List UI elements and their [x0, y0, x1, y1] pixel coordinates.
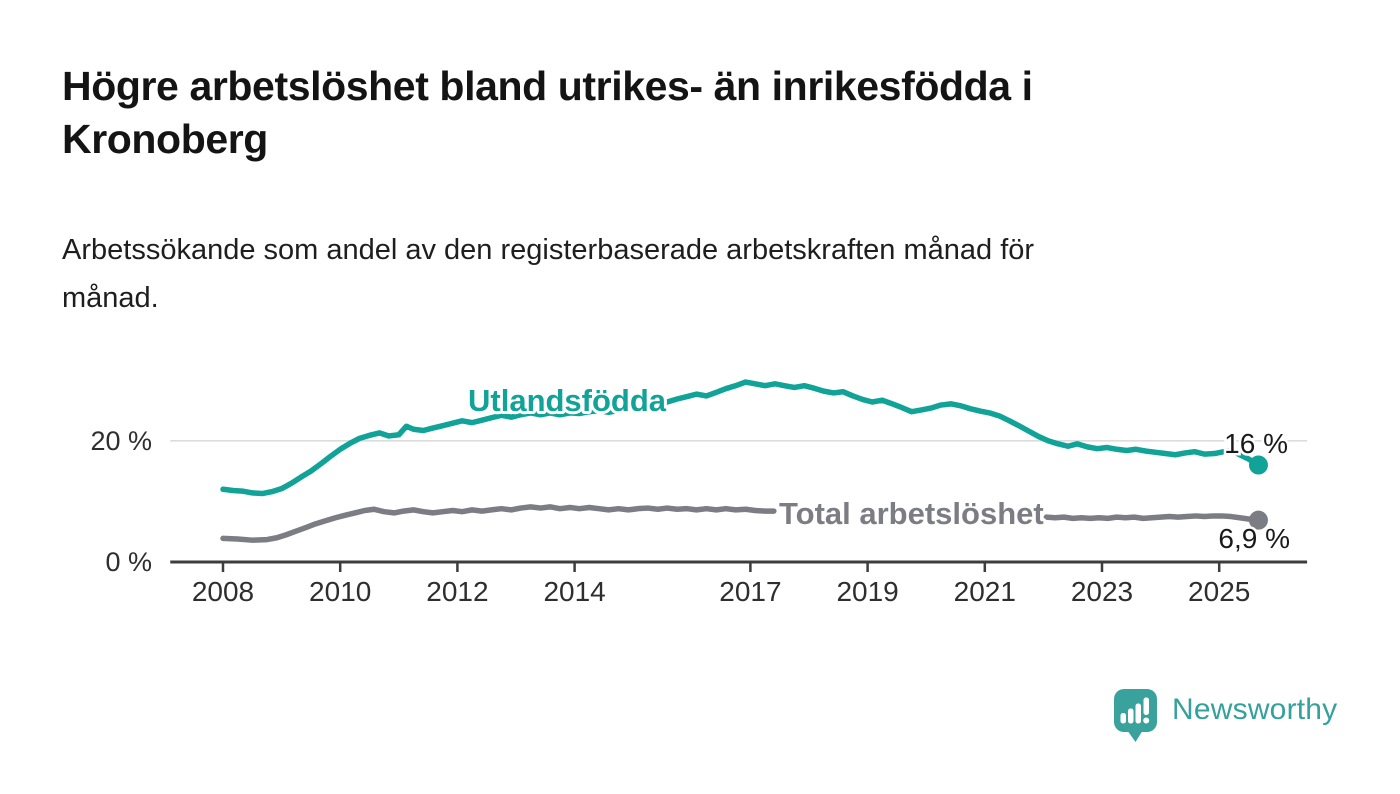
chart-title-line-1: Högre arbetslöshet bland utrikes- än inr… [62, 63, 1033, 109]
y-tick-label-20: 20 % [90, 426, 152, 456]
chart-subtitle: Arbetssökande som andel av den registerb… [62, 226, 1302, 322]
logo-exclamation-bar [1143, 697, 1149, 715]
logo-bar-3 [1135, 703, 1141, 724]
series-end-dot-0 [1248, 455, 1268, 475]
data-series [220, 379, 1268, 543]
series-label-0: Utlandsfödda [468, 383, 667, 418]
end-value-label-1: 6,9 % [1218, 523, 1290, 554]
newsworthy-logo-icon [1114, 689, 1157, 742]
series-line-1-1 [1043, 513, 1262, 523]
x-tick-label-2010: 2010 [309, 576, 371, 607]
chart-title-line-2: Kronoberg [62, 116, 268, 162]
y-tick-label-0: 0 % [105, 547, 152, 577]
logo-exclamation-dot [1143, 717, 1150, 724]
series-label-1: Total arbetslöshet [779, 496, 1044, 531]
end-value-label-0: 16 % [1224, 428, 1288, 459]
series-end-dot-1 [1248, 510, 1268, 530]
x-axis: 2008 2010 2012 2014 2017 2019 2021 2023 2025 [170, 560, 1308, 607]
brand-footer: Newsworthy [1113, 688, 1337, 744]
logo-bubble-tail [1127, 730, 1143, 742]
x-tick-label-2014: 2014 [543, 576, 605, 607]
x-tick-label-2021: 2021 [954, 576, 1016, 607]
chart-subtitle-line-2: månad. [62, 282, 159, 314]
x-tick-label-2012: 2012 [426, 576, 488, 607]
brand-name: Newsworthy [1172, 693, 1338, 726]
chart-subtitle-line-1: Arbetssökande som andel av den registerb… [62, 234, 1035, 266]
x-tick-label-2008: 2008 [192, 576, 254, 607]
logo-bar-1 [1120, 713, 1126, 724]
series-line-0-0 [220, 379, 1262, 497]
series-line-1-0 [220, 504, 777, 543]
chart-title: Högre arbetslöshet bland utrikes- än inr… [62, 60, 1262, 166]
x-tick-label-2017: 2017 [719, 576, 781, 607]
chart-labels: 20 % 0 % Utlandsfödda Total arbetslöshet 16 … [90, 380, 1292, 577]
x-tick-label-2023: 2023 [1071, 576, 1133, 607]
unemployment-line-chart: 2008 2010 2012 2014 2017 2019 2021 2023 2025 20 … [90, 379, 1308, 607]
logo-bar-2 [1128, 708, 1134, 724]
x-tick-label-2019: 2019 [836, 576, 898, 607]
x-tick-label-2025: 2025 [1188, 576, 1250, 607]
